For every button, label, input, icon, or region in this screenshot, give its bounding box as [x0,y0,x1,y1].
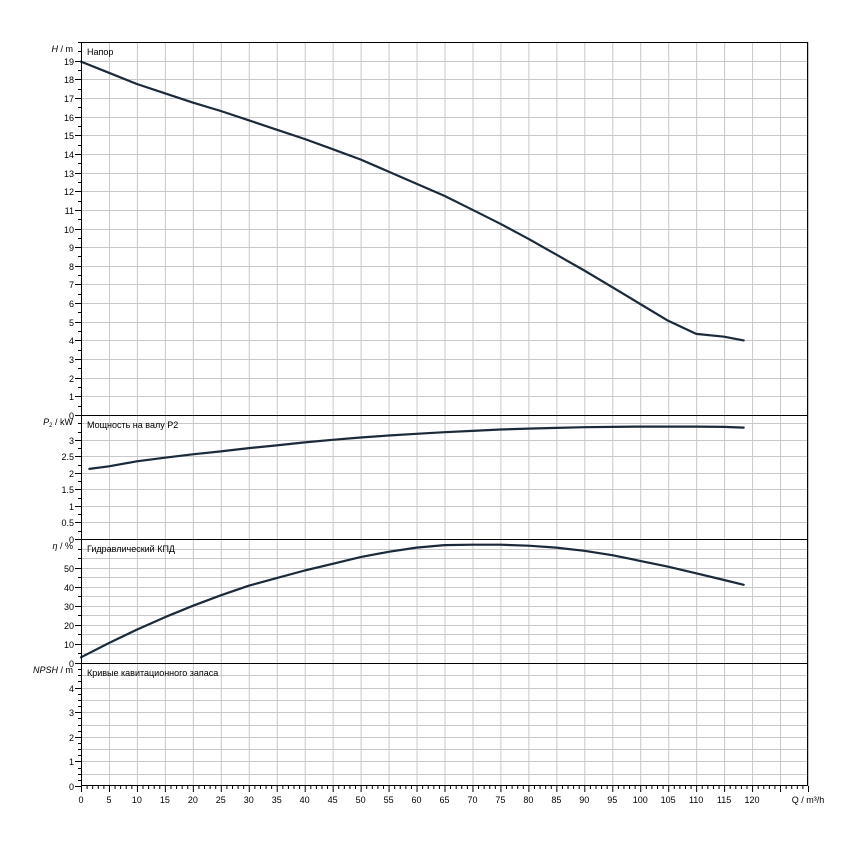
y-tick-label: 10 [64,640,74,650]
y-tick-label: 1.5 [61,485,74,495]
y-tick-label: 9 [69,243,74,253]
x-tick-label: 35 [272,795,282,805]
panel-title: Кривые кавитационного запаса [87,668,218,678]
y-tick-label: 3 [69,436,74,446]
x-tick-label: 85 [551,795,561,805]
y-axis-subscript: 2 [49,423,53,429]
x-tick-label: 80 [523,795,533,805]
y-tick-label: 14 [64,150,74,160]
y-axis-label: NPSH / m [33,665,73,675]
y-tick-label: 50 [64,564,74,574]
y-axis-symbol: H [52,44,59,54]
y-tick-label: 3 [69,708,74,718]
y-tick-label: 3 [69,355,74,365]
x-tick-label: 110 [689,795,703,805]
y-tick-label: 15 [64,131,74,141]
grid-lines [81,42,809,786]
x-tick-label: 5 [106,795,111,805]
x-axis: 0 5 10 15 20 25 30 35 40 45 50 55 60 65 70 75 80 85 90 95 10… [78,786,824,805]
y-tick-label: 2 [69,733,74,743]
y-axis-unit: / kW [53,417,74,427]
y-axis-label: P2 / kW [43,417,73,429]
y-tick-label: 1 [69,502,74,512]
panel-efficiency: 0 10 20 30 40 50 η / % Гидравлический КПД [52,539,808,669]
x-tick-label: 20 [188,795,198,805]
y-tick-label: 0 [69,535,74,545]
y-axis-symbol: η [52,541,57,551]
y-tick-label: 20 [64,621,74,631]
x-tick-label: 25 [216,795,226,805]
y-axis-unit: / m [58,44,73,54]
panel-title: Гидравлический КПД [87,544,175,554]
x-tick-label: 105 [661,795,676,805]
y-axis-label: H / m [52,44,74,54]
y-tick-label: 0 [69,782,74,792]
x-tick-label: 45 [328,795,338,805]
y-tick-label: 16 [64,113,74,123]
x-tick-label: 75 [495,795,505,805]
y-axis-symbol: P [43,417,49,427]
series-line-power [88,425,745,470]
x-tick-label: 30 [244,795,254,805]
y-tick-label: 1 [69,757,74,767]
x-tick-label: 50 [356,795,366,805]
y-tick-label: 4 [69,336,74,346]
x-axis-label: Q / m³/h [792,795,825,805]
x-tick-label: 55 [384,795,394,805]
x-tick-label: 115 [717,795,731,805]
y-tick-label: 1 [69,392,74,402]
panel-title: Мощность на валу P2 [87,420,178,430]
x-tick-label: 100 [633,795,648,805]
y-tick-label: 2 [69,469,74,479]
y-tick-label: 10 [64,225,74,235]
x-tick-label: 70 [467,795,477,805]
x-tick-label: 120 [745,795,760,805]
x-tick-label: 15 [160,795,170,805]
y-tick-label: 0 [69,411,74,421]
y-tick-label: 40 [64,583,74,593]
y-tick-label: 12 [64,187,74,197]
x-tick-label: 40 [300,795,310,805]
y-axis-unit: / % [57,541,73,551]
y-tick-label: 30 [64,602,74,612]
y-axis-symbol: NPSH [33,665,59,675]
y-tick-label: 17 [64,94,74,104]
y-tick-label: 0.5 [61,518,74,528]
x-tick-label: 10 [132,795,142,805]
y-tick-label: 2 [69,374,74,384]
y-axis-unit: / m [58,665,73,675]
y-tick-label: 19 [64,57,74,67]
y-tick-label: 8 [69,262,74,272]
panel-npsh: 0 1 2 3 4 NPSH / m Кривые кавитационного запас… [33,663,808,792]
y-tick-label: 13 [64,169,74,179]
x-tick-label: 65 [439,795,449,805]
x-tick-label: 95 [607,795,617,805]
y-tick-label: 11 [65,206,74,216]
y-tick-label: 4 [69,684,74,694]
y-tick-label: 7 [69,280,74,290]
y-tick-label: 2.5 [61,452,74,462]
series-line-efficiency [79,543,745,659]
x-tick-label: 90 [579,795,589,805]
y-tick-label: 6 [69,299,74,309]
y-tick-label: 18 [64,75,74,85]
y-tick-label: 5 [69,318,74,328]
x-tick-label: 60 [412,795,422,805]
y-tick-label: 0 [69,659,74,669]
plot-frame [81,42,808,786]
series-line-head [79,60,745,342]
y-axis-label: η / % [52,541,73,551]
panel-title: Напор [87,47,113,57]
x-tick-label: 0 [78,795,83,805]
